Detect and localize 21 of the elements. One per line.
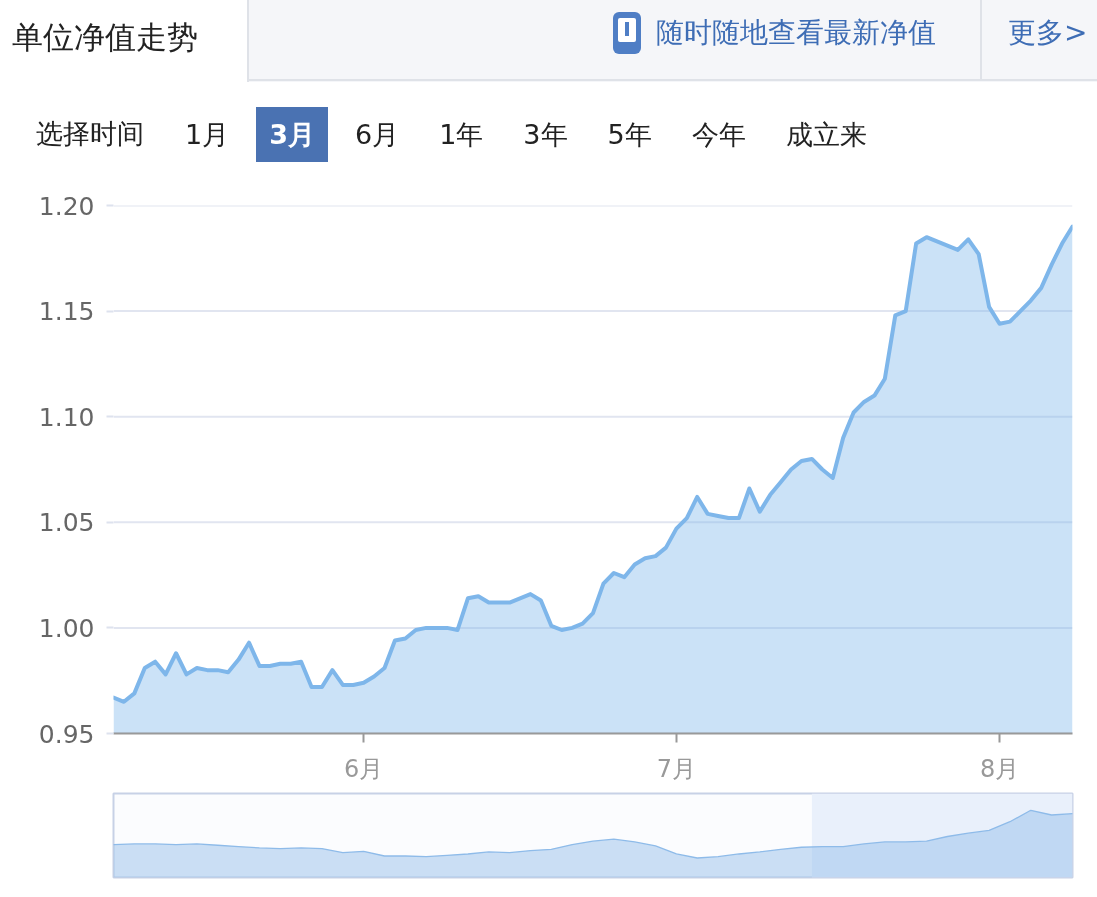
text: 选择时间 — [36, 117, 144, 152]
text: 3月 — [256, 107, 328, 162]
y-tick-label: 1.15 — [38, 297, 95, 327]
x-tick-label: 7月 — [656, 754, 697, 783]
text: 今年 — [690, 118, 747, 152]
text: 5年 — [606, 118, 653, 152]
text: 随时随地查看最新净值 — [656, 15, 936, 51]
y-tick-label: 1.10 — [38, 402, 95, 432]
text: 更多> — [1008, 15, 1088, 51]
chart-title: 单位净值走势 — [12, 18, 198, 57]
y-tick-label: 1.20 — [38, 191, 95, 221]
y-tick-label: 0.95 — [38, 719, 95, 749]
text: 1年 — [438, 118, 485, 152]
x-tick-label: 8月 — [979, 754, 1020, 783]
text: 1月 — [184, 118, 231, 152]
text: 成立来 — [784, 118, 868, 152]
x-tick-label: 6月 — [344, 754, 384, 783]
y-tick-label: 1.00 — [38, 613, 95, 643]
y-tick-label: 1.05 — [38, 508, 95, 538]
text: 6月 — [354, 118, 401, 152]
text: 3年 — [522, 118, 569, 152]
